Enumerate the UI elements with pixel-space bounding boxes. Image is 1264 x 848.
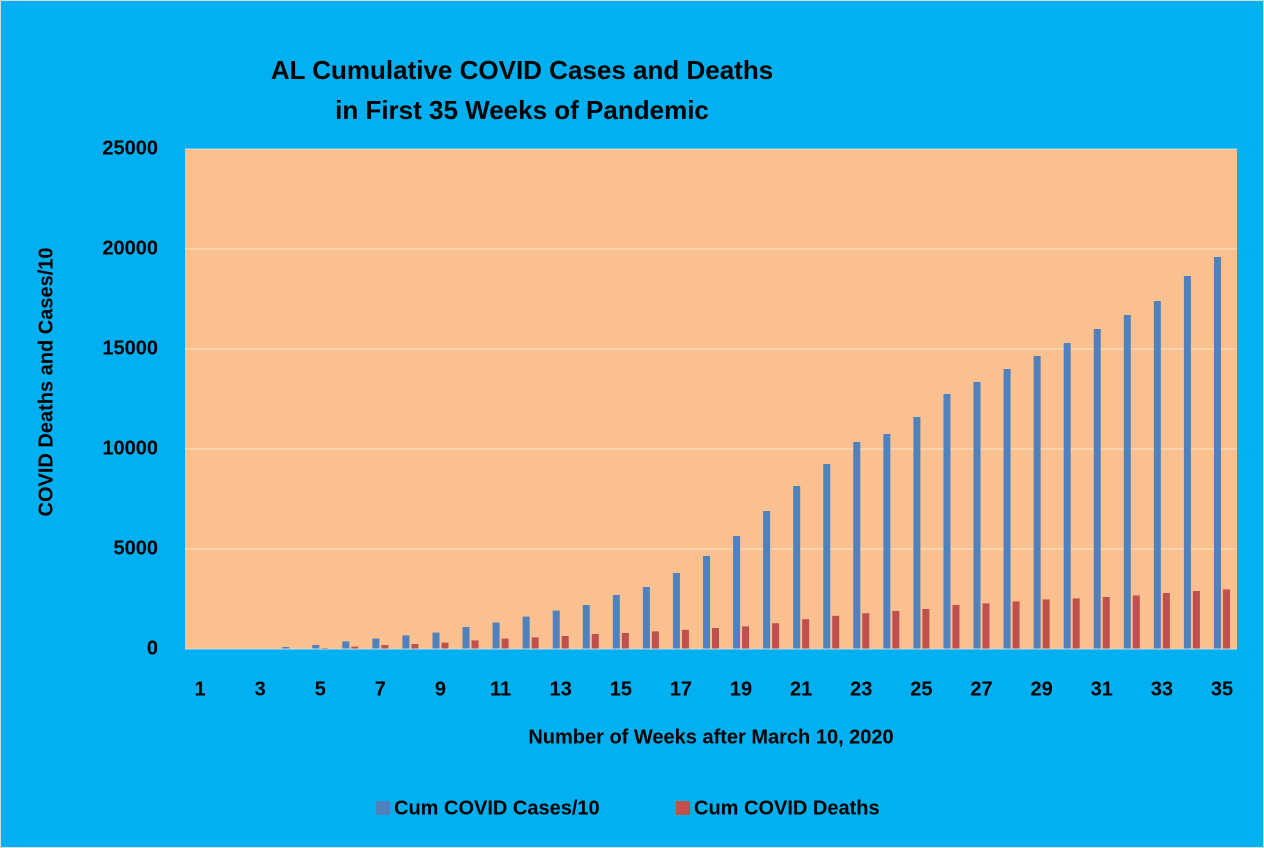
bar	[501, 638, 509, 649]
bar	[1072, 598, 1080, 649]
x-tick-label: 33	[1151, 678, 1173, 700]
bar	[342, 641, 350, 649]
x-tick-label: 25	[910, 678, 932, 700]
bar	[853, 442, 861, 649]
chart-title: AL Cumulative COVID Cases and Deaths	[271, 55, 773, 85]
bar	[703, 556, 710, 649]
legend-swatch	[676, 801, 690, 815]
bar	[982, 603, 990, 649]
x-tick-label: 17	[670, 678, 692, 700]
y-tick-label: 15000	[102, 337, 158, 359]
bar	[372, 638, 380, 649]
bar	[282, 647, 290, 649]
bar	[591, 634, 599, 649]
x-tick-label: 27	[970, 678, 992, 700]
bar	[772, 623, 780, 649]
bar	[1012, 601, 1020, 649]
x-tick-label: 3	[255, 678, 266, 700]
bar	[733, 536, 741, 649]
bar	[612, 595, 620, 649]
bar	[892, 611, 900, 649]
bar	[913, 417, 921, 649]
bar	[651, 631, 659, 649]
legend-label: Cum COVID Cases/10	[394, 797, 600, 819]
bar	[351, 646, 359, 649]
bar	[802, 619, 810, 649]
bar	[1003, 369, 1011, 649]
bar	[681, 629, 689, 649]
bar	[1162, 593, 1170, 649]
y-tick-label: 10000	[102, 437, 158, 459]
bar	[1222, 589, 1230, 649]
bar	[522, 616, 530, 649]
bar	[1063, 343, 1071, 649]
bar	[1183, 276, 1191, 649]
bar	[462, 627, 470, 649]
x-axis-label: Number of Weeks after March 10, 2020	[528, 726, 893, 748]
bar	[621, 633, 629, 649]
bar	[1192, 591, 1200, 649]
y-tick-label: 20000	[102, 237, 158, 259]
bar	[411, 644, 419, 649]
legend-label: Cum COVID Deaths	[694, 797, 880, 819]
bar	[832, 615, 840, 649]
bar	[531, 637, 539, 649]
bar	[642, 587, 650, 649]
bar	[973, 382, 981, 649]
bar	[471, 640, 479, 649]
bar	[441, 642, 449, 649]
y-tick-label: 0	[147, 637, 158, 659]
bar	[672, 573, 680, 649]
bar	[402, 635, 410, 649]
x-tick-label: 19	[730, 678, 752, 700]
bar	[1042, 599, 1050, 649]
bar	[823, 464, 831, 649]
bar	[952, 605, 960, 649]
bar	[712, 628, 719, 649]
plot-area	[185, 149, 1237, 649]
bar	[763, 511, 771, 649]
x-tick-label: 11	[490, 678, 511, 700]
x-tick-label: 7	[375, 678, 386, 700]
bar	[312, 645, 320, 649]
x-tick-label: 15	[610, 678, 632, 700]
y-axis-label: COVID Deaths and Cases/10	[35, 248, 57, 517]
bar	[883, 434, 891, 649]
x-tick-label: 5	[315, 678, 326, 700]
bar	[582, 605, 590, 649]
bar	[742, 626, 750, 649]
y-tick-label: 5000	[114, 537, 159, 559]
x-tick-label: 1	[194, 678, 205, 700]
bar	[1102, 597, 1110, 649]
bar	[1123, 315, 1131, 649]
bar	[1132, 595, 1140, 649]
bar	[862, 613, 870, 649]
bar	[381, 645, 389, 649]
bar	[1213, 257, 1221, 649]
x-tick-label: 9	[435, 678, 446, 700]
bar	[1033, 356, 1041, 649]
x-tick-label: 31	[1091, 678, 1113, 700]
bar	[492, 622, 500, 649]
chart-title: in First 35 Weeks of Pandemic	[335, 95, 709, 125]
bar	[432, 632, 440, 649]
x-tick-label: 21	[790, 678, 812, 700]
bar	[793, 486, 801, 649]
bar	[552, 610, 560, 649]
bar	[1153, 301, 1161, 649]
y-tick-label: 25000	[102, 137, 158, 159]
bar	[561, 636, 569, 649]
bar	[922, 609, 930, 649]
legend-swatch	[376, 801, 390, 815]
x-tick-label: 35	[1211, 678, 1233, 700]
bar	[1093, 329, 1101, 649]
x-tick-label: 13	[550, 678, 572, 700]
x-tick-label: 23	[850, 678, 872, 700]
bar	[943, 394, 951, 649]
x-tick-label: 29	[1031, 678, 1053, 700]
